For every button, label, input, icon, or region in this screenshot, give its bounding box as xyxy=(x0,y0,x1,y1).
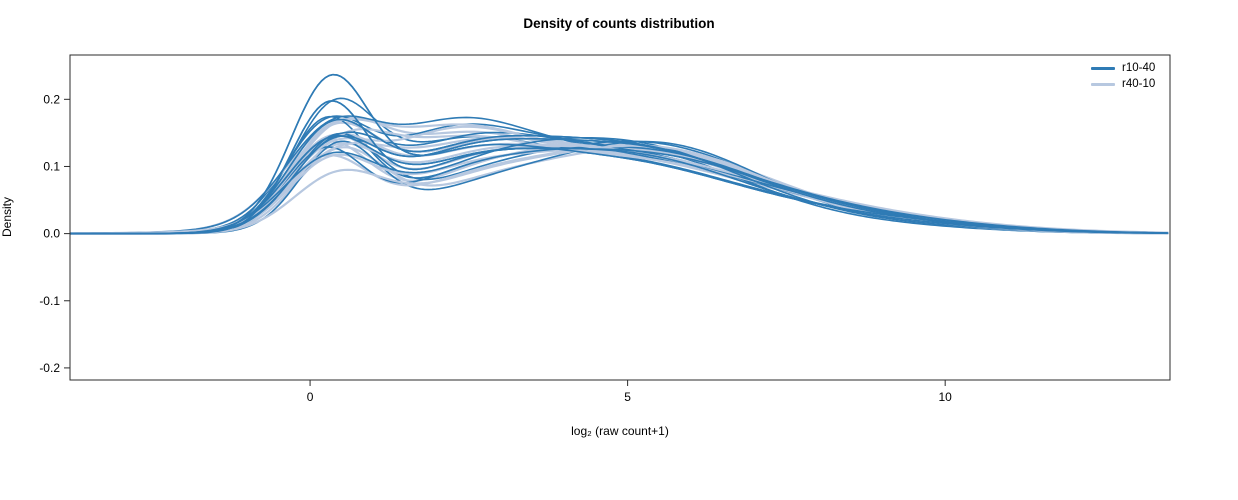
x-tick-label: 5 xyxy=(624,390,631,404)
density-curve xyxy=(70,135,1169,235)
density-curve xyxy=(70,115,1169,235)
density-curve xyxy=(70,100,1169,235)
curves-group xyxy=(70,73,1169,235)
legend-swatch-r10-40 xyxy=(1091,67,1115,70)
density-curve xyxy=(70,100,1169,235)
x-tick-label: 10 xyxy=(938,390,952,404)
y-axis-label: Density xyxy=(0,197,14,238)
legend-swatch-r40-10 xyxy=(1091,83,1115,86)
legend-item-r40-10: r40-10 xyxy=(1091,78,1155,91)
plot-box xyxy=(69,54,1171,381)
legend: r10-40 r40-10 xyxy=(1091,62,1155,91)
y-tick-label: -0.2 xyxy=(39,361,60,375)
legend-label-r10-40: r10-40 xyxy=(1122,62,1156,74)
y-tick-label: -0.1 xyxy=(39,294,60,308)
legend-label-r40-10: r40-10 xyxy=(1122,78,1156,90)
y-tick-label: 0.2 xyxy=(43,92,60,106)
density-curve xyxy=(70,144,1169,235)
density-curve xyxy=(70,115,1169,235)
density-curve xyxy=(70,117,1169,235)
density-curve xyxy=(70,135,1169,235)
x-tick-label: 0 xyxy=(307,390,314,404)
density-curve xyxy=(70,97,1169,235)
legend-item-r10-40: r10-40 xyxy=(1091,62,1155,75)
x-axis-label: log₂ (raw count+1) xyxy=(571,424,669,438)
chart-title: Density of counts distribution xyxy=(523,16,715,31)
y-tick-label: 0.1 xyxy=(43,159,60,173)
y-tick-label: 0.0 xyxy=(43,227,60,241)
